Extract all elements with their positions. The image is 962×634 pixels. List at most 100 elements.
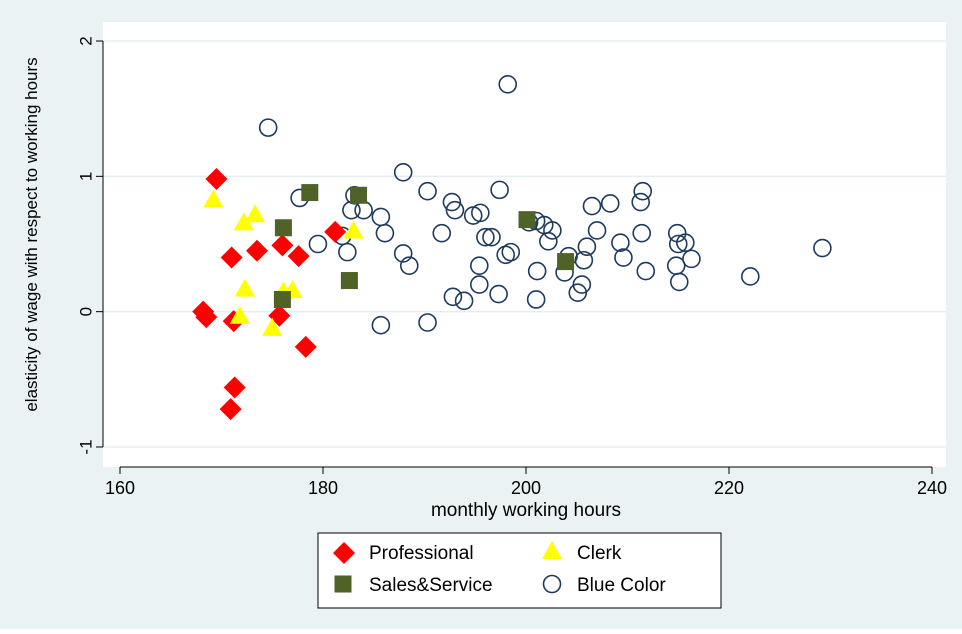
legend-marker-circle	[542, 574, 562, 594]
data-point-circle	[375, 223, 395, 243]
legend-label: Blue Color	[577, 575, 666, 596]
data-point-circle	[432, 223, 452, 243]
data-point-circle	[471, 203, 490, 223]
data-point-circle	[496, 245, 516, 265]
data-point-circle	[669, 272, 689, 292]
data-point-circle	[490, 180, 509, 200]
series-blue-color	[258, 75, 832, 335]
y-tick-label: 2	[76, 36, 95, 45]
legend-box	[317, 532, 722, 609]
data-point-diamond	[219, 398, 242, 421]
data-point-diamond	[287, 245, 310, 268]
axes: -1 0 1 2 160 180 200 220 240	[76, 36, 947, 498]
data-point-circle	[498, 75, 518, 94]
data-point-circle	[741, 267, 760, 286]
data-point-circle	[442, 192, 462, 212]
x-tick-label: 160	[105, 478, 135, 498]
y-tick-label: -1	[76, 439, 95, 454]
data-point-circle	[614, 248, 633, 267]
data-point-circle	[636, 261, 656, 281]
data-point-triangle	[343, 220, 364, 239]
data-point-diamond	[246, 239, 269, 262]
data-point-triangle	[203, 189, 224, 208]
legend-label: Professional	[369, 543, 474, 564]
data-point-circle	[577, 237, 597, 257]
data-point-circle	[338, 242, 357, 262]
data-point-circle	[668, 234, 688, 254]
x-tick-label: 180	[308, 478, 338, 498]
data-point-square	[273, 290, 291, 308]
legend: Professional Clerk Sales&Service Blue Color	[317, 532, 722, 609]
data-point-circle	[454, 291, 474, 311]
data-point-diamond	[271, 234, 294, 257]
data-point-circle	[682, 249, 701, 269]
legend-label: Clerk	[577, 543, 622, 564]
legend-marker-diamond	[333, 542, 355, 564]
data-points	[192, 75, 832, 421]
data-point-diamond	[294, 335, 317, 358]
data-point-circle	[572, 275, 592, 294]
data-point-diamond	[223, 376, 246, 399]
y-tick-label: 1	[76, 172, 95, 181]
series-sales-service	[273, 184, 575, 308]
data-point-circle	[399, 256, 419, 275]
data-point-diamond	[195, 306, 218, 329]
data-point-circle	[470, 275, 489, 294]
data-point-circle	[611, 233, 630, 252]
x-tick-label: 220	[714, 478, 744, 498]
data-point-circle	[418, 313, 437, 332]
legend-item: Clerk	[542, 541, 622, 564]
data-point-circle	[482, 227, 501, 247]
legend-item: Professional	[333, 542, 474, 564]
data-point-circle	[539, 231, 558, 251]
y-tick-label: 0	[76, 307, 95, 316]
data-point-circle	[600, 194, 620, 213]
x-tick-label: 200	[511, 478, 541, 498]
data-point-circle	[258, 118, 278, 137]
data-point-diamond	[324, 220, 347, 243]
data-point-diamond	[220, 246, 243, 269]
data-point-triangle	[262, 317, 283, 336]
y-axis-label: elasticity of wage with respect to worki…	[22, 57, 41, 411]
data-point-square	[301, 184, 319, 202]
data-point-circle	[489, 284, 508, 304]
data-point-circle	[632, 223, 652, 243]
legend-marker-triangle	[542, 541, 562, 559]
x-tick-label: 240	[917, 478, 947, 498]
data-point-circle	[582, 196, 602, 216]
gridlines	[103, 40, 946, 448]
data-point-circle	[526, 290, 546, 309]
data-point-diamond	[205, 168, 228, 191]
data-point-square	[350, 186, 368, 204]
data-point-circle	[633, 181, 653, 201]
data-point-circle	[527, 261, 547, 281]
data-point-square	[518, 211, 536, 229]
data-point-triangle	[229, 305, 250, 324]
data-point-circle	[308, 234, 328, 254]
data-point-circle	[476, 227, 495, 247]
data-point-triangle	[244, 204, 265, 223]
legend-item: Blue Color	[542, 574, 666, 596]
legend-label: Sales&Service	[369, 575, 493, 596]
plot-area	[103, 22, 946, 467]
data-point-circle	[813, 238, 832, 258]
legend-item: Sales&Service	[334, 575, 493, 596]
data-point-circle	[393, 162, 413, 182]
data-point-circle	[587, 221, 607, 240]
data-point-circle	[470, 256, 489, 275]
data-point-triangle	[234, 278, 255, 297]
x-axis-label: monthly working hours	[431, 500, 621, 521]
data-point-square	[557, 253, 575, 271]
legend-marker-square	[334, 575, 352, 593]
data-point-circle	[574, 250, 594, 270]
data-point-square	[340, 272, 358, 290]
data-point-triangle	[233, 212, 254, 231]
data-point-circle	[445, 200, 465, 220]
data-point-circle	[501, 242, 521, 262]
data-point-square	[274, 219, 292, 237]
data-point-circle	[418, 181, 437, 201]
data-point-circle	[393, 244, 413, 263]
data-point-circle	[543, 221, 562, 240]
